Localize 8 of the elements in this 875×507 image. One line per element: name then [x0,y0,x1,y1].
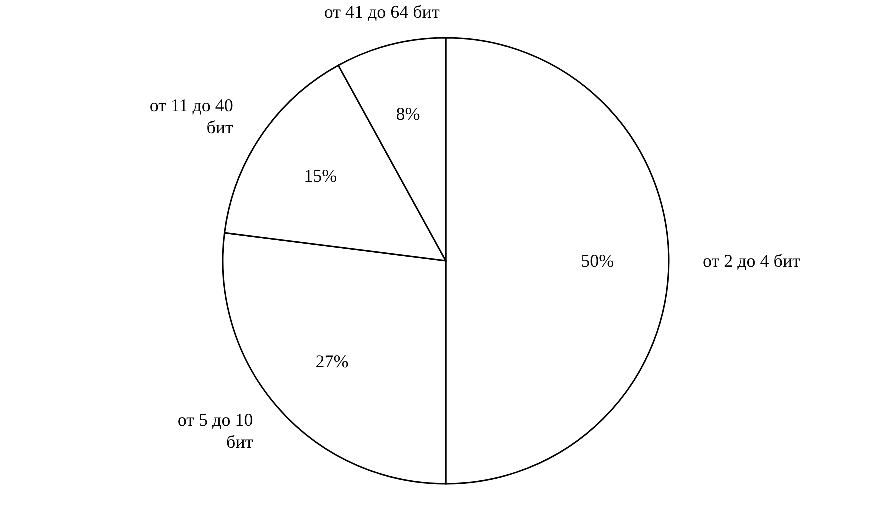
data-label: 15% [304,166,338,186]
slice-label: от 5 до 10 бит [178,410,254,452]
data-label: 8% [396,104,420,124]
data-label: 27% [316,351,349,372]
slice-label: от 41 до 64 бит [324,2,440,22]
data-label: 50% [581,251,614,271]
slice-label: от 2 до 4 бит [703,251,801,271]
slice-label: от 11 до 40 бит [150,96,234,138]
